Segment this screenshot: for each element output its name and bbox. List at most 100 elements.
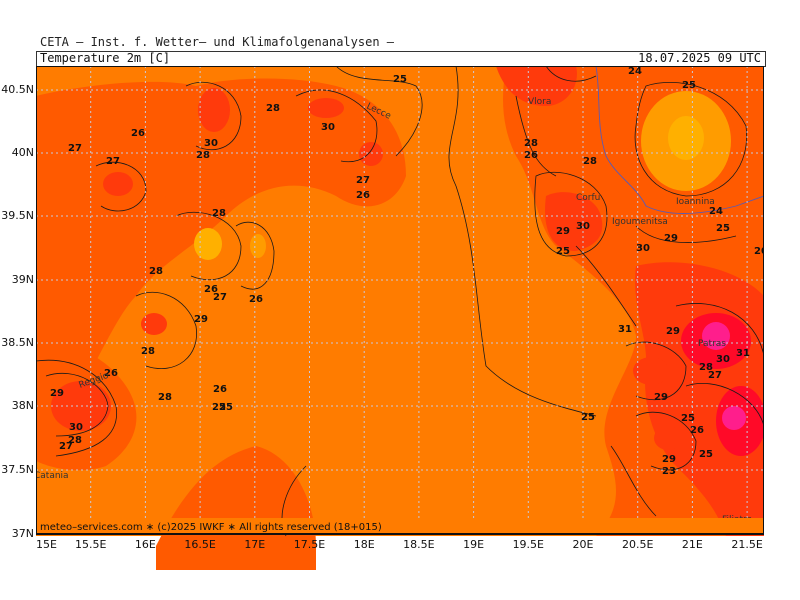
city-label: Catania xyxy=(36,471,69,481)
contour-label: 28 xyxy=(212,208,226,219)
contour-label: 29 xyxy=(556,226,570,237)
longitude-labels: 15E 15.5E 16E 16.5E 17E 17.5E 18E 18.5E 19E 19.5E… xyxy=(36,538,763,551)
contour-label: 28 xyxy=(266,103,280,114)
hot-core-calabria-2 xyxy=(359,142,383,166)
latitude-tick-label: 39.5N xyxy=(1,209,34,222)
contour-label: 30 xyxy=(576,221,590,232)
city-label: Ioannina xyxy=(676,197,715,207)
contour-label: 25 xyxy=(393,74,407,85)
contour-labels: 25 26 27 30 30 28 27 28 26 27 28 28 26 2… xyxy=(50,66,764,477)
contour-label: 28 xyxy=(68,435,82,446)
contour-label: 26 xyxy=(104,368,118,379)
contour-label: 29 xyxy=(654,392,668,403)
contour-label: 27 xyxy=(708,370,722,381)
longitude-tick-label: 18.5E xyxy=(403,538,434,551)
contour-label: 30 xyxy=(636,243,650,254)
contour-label: 28 xyxy=(158,392,172,403)
contour-label: 20 xyxy=(754,246,764,257)
latitude-tick-label: 39N xyxy=(11,273,34,286)
latitude-tick-label: 40N xyxy=(11,146,34,159)
credit-text: meteo–services.com ∗ (c)2025 IWKF ∗ All … xyxy=(40,522,382,533)
contour-label: 28 xyxy=(524,138,538,149)
cool-core-sila-2 xyxy=(250,234,266,258)
contour-label: 25 xyxy=(699,449,713,460)
contour-label: 28 xyxy=(196,150,210,161)
hot-core-calabria-4 xyxy=(141,313,167,335)
contour-label: 29 xyxy=(662,454,676,465)
contour-label: 31 xyxy=(618,324,632,335)
contour-label: 28 xyxy=(141,346,155,357)
hot-core-calabria-3 xyxy=(103,172,133,196)
latitude-tick-label: 38.5N xyxy=(1,336,34,349)
latitude-tick-label: 37N xyxy=(11,527,34,540)
southern-warm-field xyxy=(156,446,316,570)
longitude-tick-label: 17E xyxy=(244,538,265,551)
contour-label: 30 xyxy=(321,122,335,133)
isotherm-lines xyxy=(36,66,764,537)
contour-label: 24 xyxy=(628,66,642,77)
latitude-tick-label: 37.5N xyxy=(1,463,34,476)
latitude-tick-label: 38N xyxy=(11,399,34,412)
credit-strip xyxy=(36,518,764,534)
longitude-tick-label: 16E xyxy=(135,538,156,551)
longitude-tick-label: 17.5E xyxy=(294,538,325,551)
contour-label: 25 xyxy=(556,246,570,257)
longitude-tick-label: 15.5E xyxy=(75,538,106,551)
contour-label: 27 xyxy=(356,175,370,186)
contour-label: 26 xyxy=(204,284,218,295)
map-frame xyxy=(36,66,764,535)
cool-core-sila xyxy=(194,228,222,260)
contour-label: 25 xyxy=(212,402,226,413)
contour-label: 30 xyxy=(716,354,730,365)
longitude-tick-label: 20E xyxy=(573,538,594,551)
hot-core-calabria-6 xyxy=(633,357,669,385)
longitude-tick-label: 19.5E xyxy=(513,538,544,551)
contour-label: 31 xyxy=(736,348,750,359)
subtitle-bar: Temperature 2m [C] 18.07.2025 09 UTC xyxy=(36,51,766,67)
contour-label: 28 xyxy=(583,156,597,167)
latitude-tick-label: 40.5N xyxy=(1,83,34,96)
map-title: CETA – Inst. f. Wetter– und Klimafolgena… xyxy=(40,35,395,49)
contour-label: 26 xyxy=(131,128,145,139)
parameter-label: Temperature 2m [C] xyxy=(40,51,171,65)
contour-label: 29 xyxy=(666,326,680,337)
cool-core-epirus-inner xyxy=(668,116,704,160)
hot-core-calabria-1 xyxy=(198,88,230,132)
contour-label: 23 xyxy=(662,466,676,477)
contour-label: 26 xyxy=(356,190,370,201)
country-borders xyxy=(595,66,764,214)
hot-core-calabria-5 xyxy=(308,98,344,118)
calabria-warm-field xyxy=(36,78,406,396)
longitude-tick-label: 20.5E xyxy=(622,538,653,551)
contour-label: 26 xyxy=(213,384,227,395)
hot-core-corfu xyxy=(545,192,603,251)
temperature-map: 25 26 27 30 30 28 27 28 26 27 28 28 26 2… xyxy=(36,66,764,570)
contour-label: 25 xyxy=(682,80,696,91)
graticule xyxy=(36,66,764,534)
city-label: Igoumenitsa xyxy=(612,217,668,227)
contour-label: 28 xyxy=(149,266,163,277)
contour-label: 30 xyxy=(69,422,83,433)
longitude-tick-label: 19E xyxy=(463,538,484,551)
longitude-tick-label: 15E xyxy=(36,538,57,551)
hot-core-calabria-7 xyxy=(654,426,682,450)
contour-label: 24 xyxy=(709,206,723,217)
contour-label: 25 xyxy=(716,223,730,234)
contour-label: 29 xyxy=(194,314,208,325)
contour-label: 30 xyxy=(204,138,218,149)
contour-label: 29 xyxy=(50,388,64,399)
contour-label: 28 xyxy=(699,362,713,373)
contour-label: 26 xyxy=(249,294,263,305)
extreme-core-2 xyxy=(722,406,746,430)
contour-label: 27 xyxy=(106,156,120,167)
longitude-tick-label: 21.5E xyxy=(731,538,762,551)
contour-label: 29 xyxy=(664,233,678,244)
contour-label: 25 xyxy=(581,412,595,423)
city-label: Vlora xyxy=(528,97,551,107)
city-label: Patras xyxy=(698,339,726,349)
city-label: Corfu xyxy=(576,193,600,203)
contour-label: 25 xyxy=(219,402,233,413)
longitude-tick-label: 21E xyxy=(682,538,703,551)
contour-label: 27 xyxy=(213,292,227,303)
longitude-tick-label: 16.5E xyxy=(184,538,215,551)
